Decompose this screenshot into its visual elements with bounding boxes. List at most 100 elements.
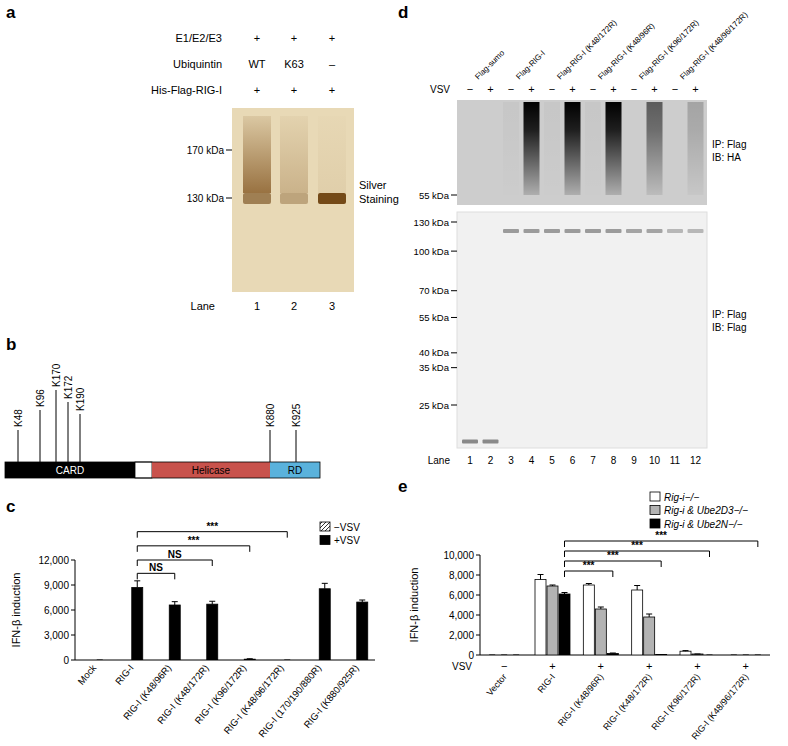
lane-title: Lane bbox=[191, 300, 215, 312]
row-cell: + bbox=[291, 32, 297, 44]
domain-outline bbox=[5, 462, 320, 478]
blot-label: IP: Flag bbox=[712, 139, 746, 150]
y-tick-label: 9,000 bbox=[44, 580, 69, 591]
legend-label: Rig-i & Ube2D3−/− bbox=[664, 505, 748, 516]
bar bbox=[132, 588, 143, 661]
row-label: His-Flag-RIG-I bbox=[151, 84, 222, 96]
legend-swatch bbox=[320, 522, 330, 531]
condition-label: VSV bbox=[452, 661, 472, 672]
significance-label: *** bbox=[631, 540, 643, 551]
significance-label: *** bbox=[583, 560, 595, 571]
gel-smear bbox=[318, 116, 346, 193]
condition-sign: − bbox=[549, 83, 555, 95]
lysine-label: K96 bbox=[35, 389, 46, 407]
y-axis bbox=[480, 555, 481, 655]
lane-group-label: Flag-RIG-I bbox=[514, 49, 547, 82]
bar bbox=[270, 660, 281, 661]
marker-label: 40 kDa bbox=[419, 347, 450, 358]
lysine-label: K172 bbox=[63, 375, 74, 399]
legend-swatch bbox=[650, 492, 660, 501]
flag-band bbox=[503, 229, 519, 233]
error-bar bbox=[755, 655, 761, 656]
significance-label: *** bbox=[206, 521, 218, 532]
error-bar bbox=[562, 593, 568, 595]
figure: aE1/E2/E3+++UbiquintinWTK63–His-Flag-RIG… bbox=[0, 0, 788, 746]
lysine-label: K48 bbox=[13, 409, 24, 427]
x-tick-label: RIG-I (K48/96/172R) bbox=[690, 672, 751, 742]
significance-bracket bbox=[565, 541, 758, 547]
ha-smear bbox=[503, 102, 519, 195]
significance-label: *** bbox=[607, 550, 619, 561]
error-bar bbox=[598, 607, 604, 609]
error-bar bbox=[97, 660, 103, 661]
x-tick-label: RIG-I (K880/925R) bbox=[301, 662, 360, 730]
bar bbox=[535, 580, 546, 656]
error-bar bbox=[284, 660, 290, 661]
flag-band bbox=[647, 229, 663, 233]
marker-tick bbox=[451, 405, 457, 406]
error-bar bbox=[586, 584, 592, 586]
bar bbox=[120, 660, 131, 661]
bar bbox=[632, 590, 643, 655]
condition-label: VSV bbox=[430, 84, 450, 95]
lane-number: 2 bbox=[291, 300, 297, 312]
lysine-label: K170 bbox=[51, 363, 62, 387]
error-bar bbox=[134, 581, 140, 588]
domain-label: RD bbox=[288, 465, 302, 476]
blot-label: IB: HA bbox=[712, 152, 741, 163]
y-tick bbox=[476, 655, 480, 656]
lane-title: Lane bbox=[428, 455, 451, 466]
flag-band bbox=[524, 229, 540, 233]
marker-label: 100 kDa bbox=[414, 246, 450, 257]
marker-label: 35 kDa bbox=[419, 362, 450, 373]
marker-tick bbox=[451, 251, 457, 252]
row-label: Ubiquintin bbox=[173, 58, 222, 70]
bar bbox=[169, 605, 180, 660]
y-axis-label: IFN-β induction bbox=[408, 568, 420, 643]
lane-number: 3 bbox=[508, 455, 514, 466]
lane-number: 6 bbox=[570, 455, 576, 466]
marker-label: 130 kDa bbox=[414, 217, 450, 228]
row-cell: WT bbox=[248, 58, 265, 70]
bar bbox=[82, 660, 93, 661]
bar bbox=[207, 604, 218, 660]
bar bbox=[680, 651, 691, 655]
marker-label: 55 kDa bbox=[419, 312, 450, 323]
condition-sign: + bbox=[743, 660, 749, 672]
marker-label: 130 kDa bbox=[187, 193, 225, 204]
ha-smear bbox=[544, 102, 560, 195]
lysine-line bbox=[56, 390, 57, 462]
condition-sign: − bbox=[631, 83, 637, 95]
error-bar bbox=[707, 655, 713, 656]
lane-number: 3 bbox=[329, 300, 335, 312]
error-bar bbox=[683, 650, 689, 652]
marker-tick bbox=[451, 367, 457, 368]
error-bar bbox=[489, 655, 495, 656]
x-tick-label: RIG-I (170/190/880R) bbox=[256, 662, 323, 739]
gel-band bbox=[243, 193, 271, 204]
lane-number: 8 bbox=[611, 455, 617, 466]
condition-sign: + bbox=[598, 660, 604, 672]
ha-smear bbox=[606, 102, 622, 195]
row-cell: + bbox=[254, 32, 260, 44]
bar bbox=[499, 655, 510, 656]
gel-smear bbox=[280, 116, 308, 193]
y-tick bbox=[71, 585, 75, 586]
y-tick-label: 4,000 bbox=[449, 610, 474, 621]
y-tick-label: 12,000 bbox=[38, 555, 69, 566]
gel-smear bbox=[243, 116, 271, 193]
flag-band bbox=[483, 439, 499, 443]
blot-upper bbox=[457, 100, 707, 205]
marker-tick bbox=[226, 198, 232, 199]
panel-label: a bbox=[6, 3, 16, 22]
bar bbox=[282, 660, 293, 661]
panel-label: c bbox=[6, 497, 15, 516]
y-tick bbox=[476, 575, 480, 576]
significance-bracket bbox=[565, 561, 662, 567]
bar bbox=[244, 659, 255, 660]
error-bar bbox=[359, 600, 365, 602]
panel-label: e bbox=[398, 477, 407, 496]
marker-label: 170 kDa bbox=[187, 145, 225, 156]
lysine-label: K880 bbox=[265, 403, 276, 427]
lysine-label: K190 bbox=[75, 387, 86, 411]
